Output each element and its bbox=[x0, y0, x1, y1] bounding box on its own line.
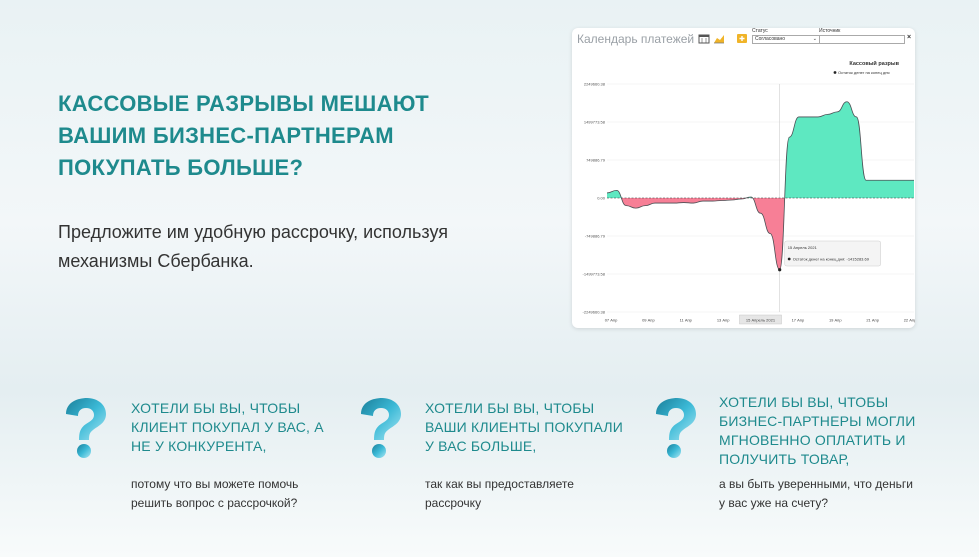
x-tick-label: 11 Апр bbox=[680, 318, 693, 323]
add-icon[interactable] bbox=[736, 33, 748, 44]
payment-calendar-screenshot: Календарь платежей Статус Согласовано ⌄ … bbox=[572, 28, 915, 328]
question-3-text: а вы быть уверенными, что деньги у вас у… bbox=[719, 477, 913, 510]
status-label: Статус bbox=[752, 28, 768, 34]
chevron-down-icon: ⌄ bbox=[812, 36, 817, 42]
question-2-title: ХОТЕЛИ БЫ ВЫ, ЧТОБЫ ВАШИ КЛИЕНТЫ ПОКУПАЛ… bbox=[425, 400, 623, 454]
question-mark-icon bbox=[66, 398, 106, 458]
x-tick-label: 17 Апр bbox=[792, 318, 805, 323]
series-line bbox=[606, 101, 914, 271]
x-tick-label: 09 Апр bbox=[642, 318, 655, 323]
question-mark-icon bbox=[656, 398, 696, 458]
tooltip-date: 15 Апрель 2021 bbox=[788, 245, 818, 250]
y-tick-label: -749886.79 bbox=[585, 234, 606, 239]
question-mark-icon bbox=[361, 398, 401, 458]
tooltip-box bbox=[784, 240, 881, 267]
subline: Предложите им удобную рассрочку, использ… bbox=[58, 222, 449, 271]
headline: КАССОВЫЕ РАЗРЫВЫ МЕШАЮТ ВАШИМ БИЗНЕС-ПАР… bbox=[58, 91, 429, 180]
question-1-text: потому что вы можете помочь решить вопро… bbox=[131, 477, 299, 510]
x-tick-label: 15 Апрель 2021 bbox=[746, 318, 776, 323]
x-tick-label: 22 Апр bbox=[904, 318, 915, 323]
source-label: Источник bbox=[819, 28, 841, 34]
question-3-title: ХОТЕЛИ БЫ ВЫ, ЧТОБЫ БИЗНЕС-ПАРТНЕРЫ МОГЛ… bbox=[719, 394, 916, 467]
close-icon[interactable]: × bbox=[907, 34, 912, 41]
tooltip-value: Остаток денег на конец дня: -1415283.69 bbox=[793, 257, 870, 262]
area-negative bbox=[607, 198, 914, 270]
source-input[interactable] bbox=[819, 35, 905, 44]
tooltip-marker bbox=[787, 257, 791, 261]
area-chart-icon[interactable] bbox=[713, 33, 725, 44]
data-point-min bbox=[778, 268, 782, 272]
x-tick-highlight bbox=[739, 314, 782, 325]
calendar-title: Календарь платежей bbox=[577, 32, 695, 46]
legend-label: Остаток денег на конец дня bbox=[838, 70, 890, 75]
y-tick-label: 2249660.38 bbox=[584, 82, 606, 87]
y-tick-label: 1499773.58 bbox=[584, 120, 606, 125]
calendar-icon[interactable] bbox=[698, 33, 710, 44]
status-value: Согласовано bbox=[755, 36, 786, 42]
x-tick-label: 21 Апр bbox=[866, 318, 879, 323]
y-tick-label: 749886.79 bbox=[586, 158, 606, 163]
x-tick-label: 07 Апр bbox=[605, 318, 618, 323]
question-1-title: ХОТЕЛИ БЫ ВЫ, ЧТОБЫ КЛИЕНТ ПОКУПАЛ У ВАС… bbox=[131, 400, 324, 454]
cash-gap-chart: 2249660.38 1499773.58 749886.79 0.00 -749886… bbox=[583, 60, 915, 325]
y-tick-label: -1499773.58 bbox=[583, 272, 606, 277]
area-positive bbox=[607, 101, 914, 198]
chart-title: Кассовый разрыв bbox=[849, 60, 899, 67]
x-tick-label: 19 Апр bbox=[829, 318, 842, 323]
y-tick-label: -2249660.38 bbox=[583, 310, 606, 315]
x-tick-label: 13 Апр bbox=[717, 318, 730, 323]
y-tick-label: 0.00 bbox=[597, 196, 606, 201]
question-2-text: так как вы предоставляете рассрочку bbox=[425, 477, 574, 510]
legend-marker bbox=[833, 71, 837, 74]
